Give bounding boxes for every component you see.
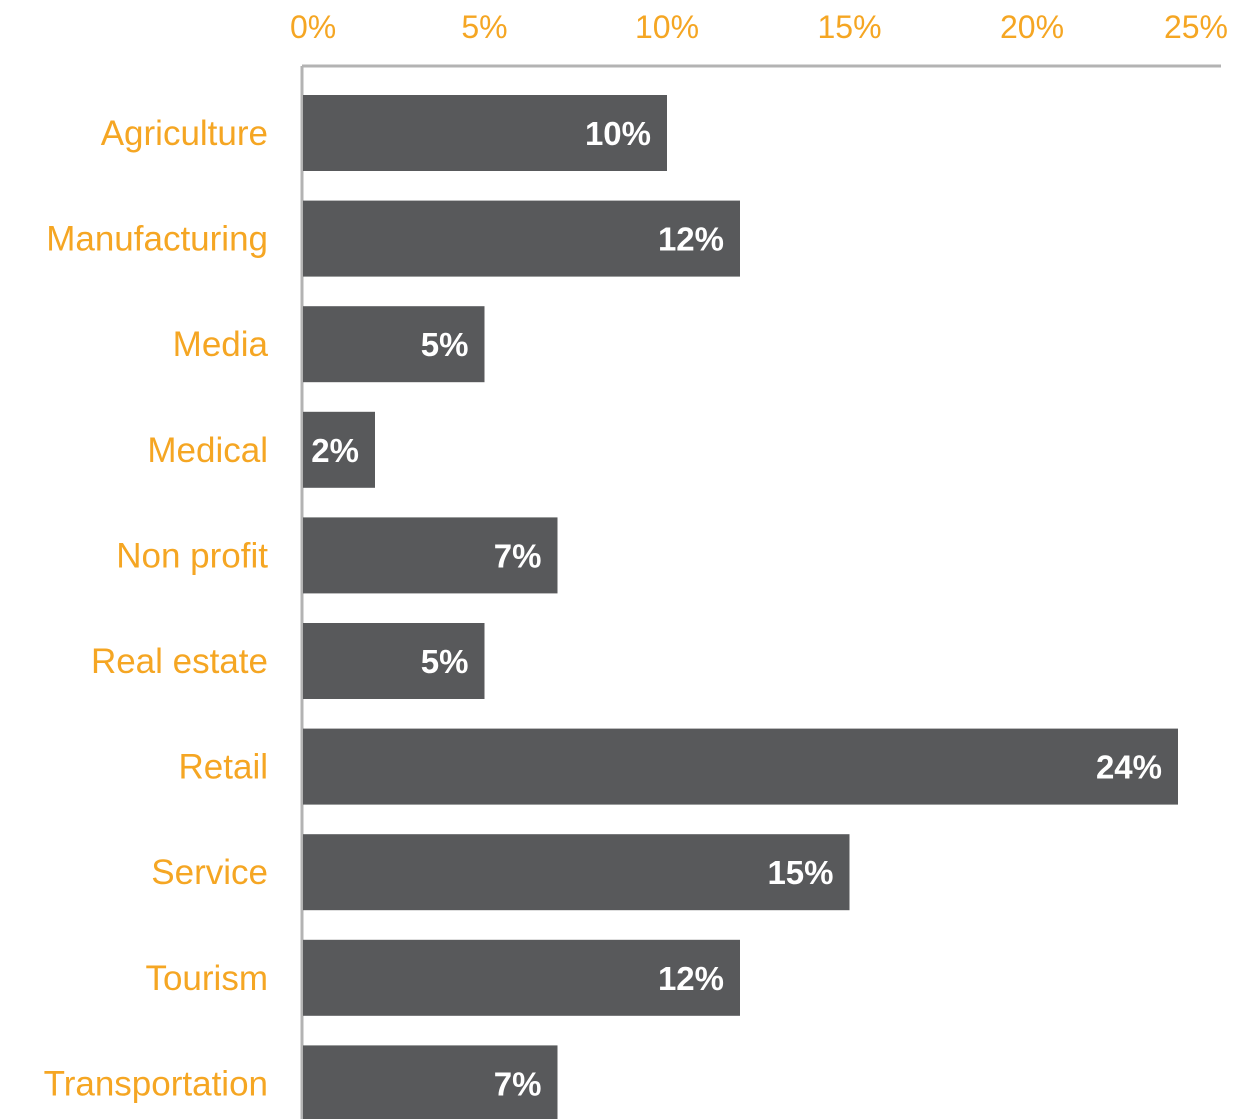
- x-axis: 0% 5% 10% 15% 20% 25%: [290, 9, 1228, 68]
- value-label: 5%: [421, 643, 469, 680]
- category-label: Service: [151, 853, 268, 892]
- category-label: Media: [173, 325, 269, 364]
- category-label: Transportation: [44, 1064, 268, 1103]
- x-tick-label: 0%: [290, 9, 336, 45]
- x-tick-label: 20%: [1000, 9, 1064, 45]
- x-tick-label: 25%: [1164, 9, 1228, 45]
- category-label: Retail: [179, 748, 268, 787]
- x-tick-label: 15%: [817, 9, 881, 45]
- bar: [303, 939, 740, 1016]
- bar: [303, 623, 485, 699]
- bar: [303, 306, 485, 383]
- bar: [303, 1045, 558, 1119]
- bar: [303, 728, 1178, 805]
- bar: [303, 200, 740, 277]
- category-labels: Agriculture Manufacturing Media Medical Non …: [44, 114, 269, 1103]
- x-tick-label: 5%: [461, 9, 507, 45]
- value-label: 10%: [585, 115, 651, 152]
- category-label: Medical: [147, 431, 268, 470]
- category-label: Manufacturing: [46, 220, 268, 259]
- value-label: 5%: [421, 326, 469, 363]
- value-label: 12%: [658, 960, 724, 997]
- x-tick-label: 10%: [635, 9, 699, 45]
- category-label: Agriculture: [101, 114, 268, 153]
- bar: [303, 95, 667, 171]
- value-label: 24%: [1096, 749, 1162, 786]
- category-label: Tourism: [145, 959, 268, 998]
- bar: [303, 411, 375, 488]
- bar: [303, 834, 850, 911]
- value-label: 15%: [767, 854, 833, 891]
- value-label: 7%: [494, 537, 542, 574]
- bars-group: [303, 95, 1178, 1119]
- value-labels: 10% 12% 5% 2% 7% 5% 24% 15% 12% 7%: [311, 115, 1162, 1102]
- value-label: 7%: [494, 1065, 542, 1102]
- category-label: Real estate: [91, 642, 268, 681]
- category-label: Non profit: [116, 536, 268, 575]
- bar: [303, 517, 558, 594]
- value-label: 12%: [658, 221, 724, 258]
- value-label: 2%: [311, 432, 359, 469]
